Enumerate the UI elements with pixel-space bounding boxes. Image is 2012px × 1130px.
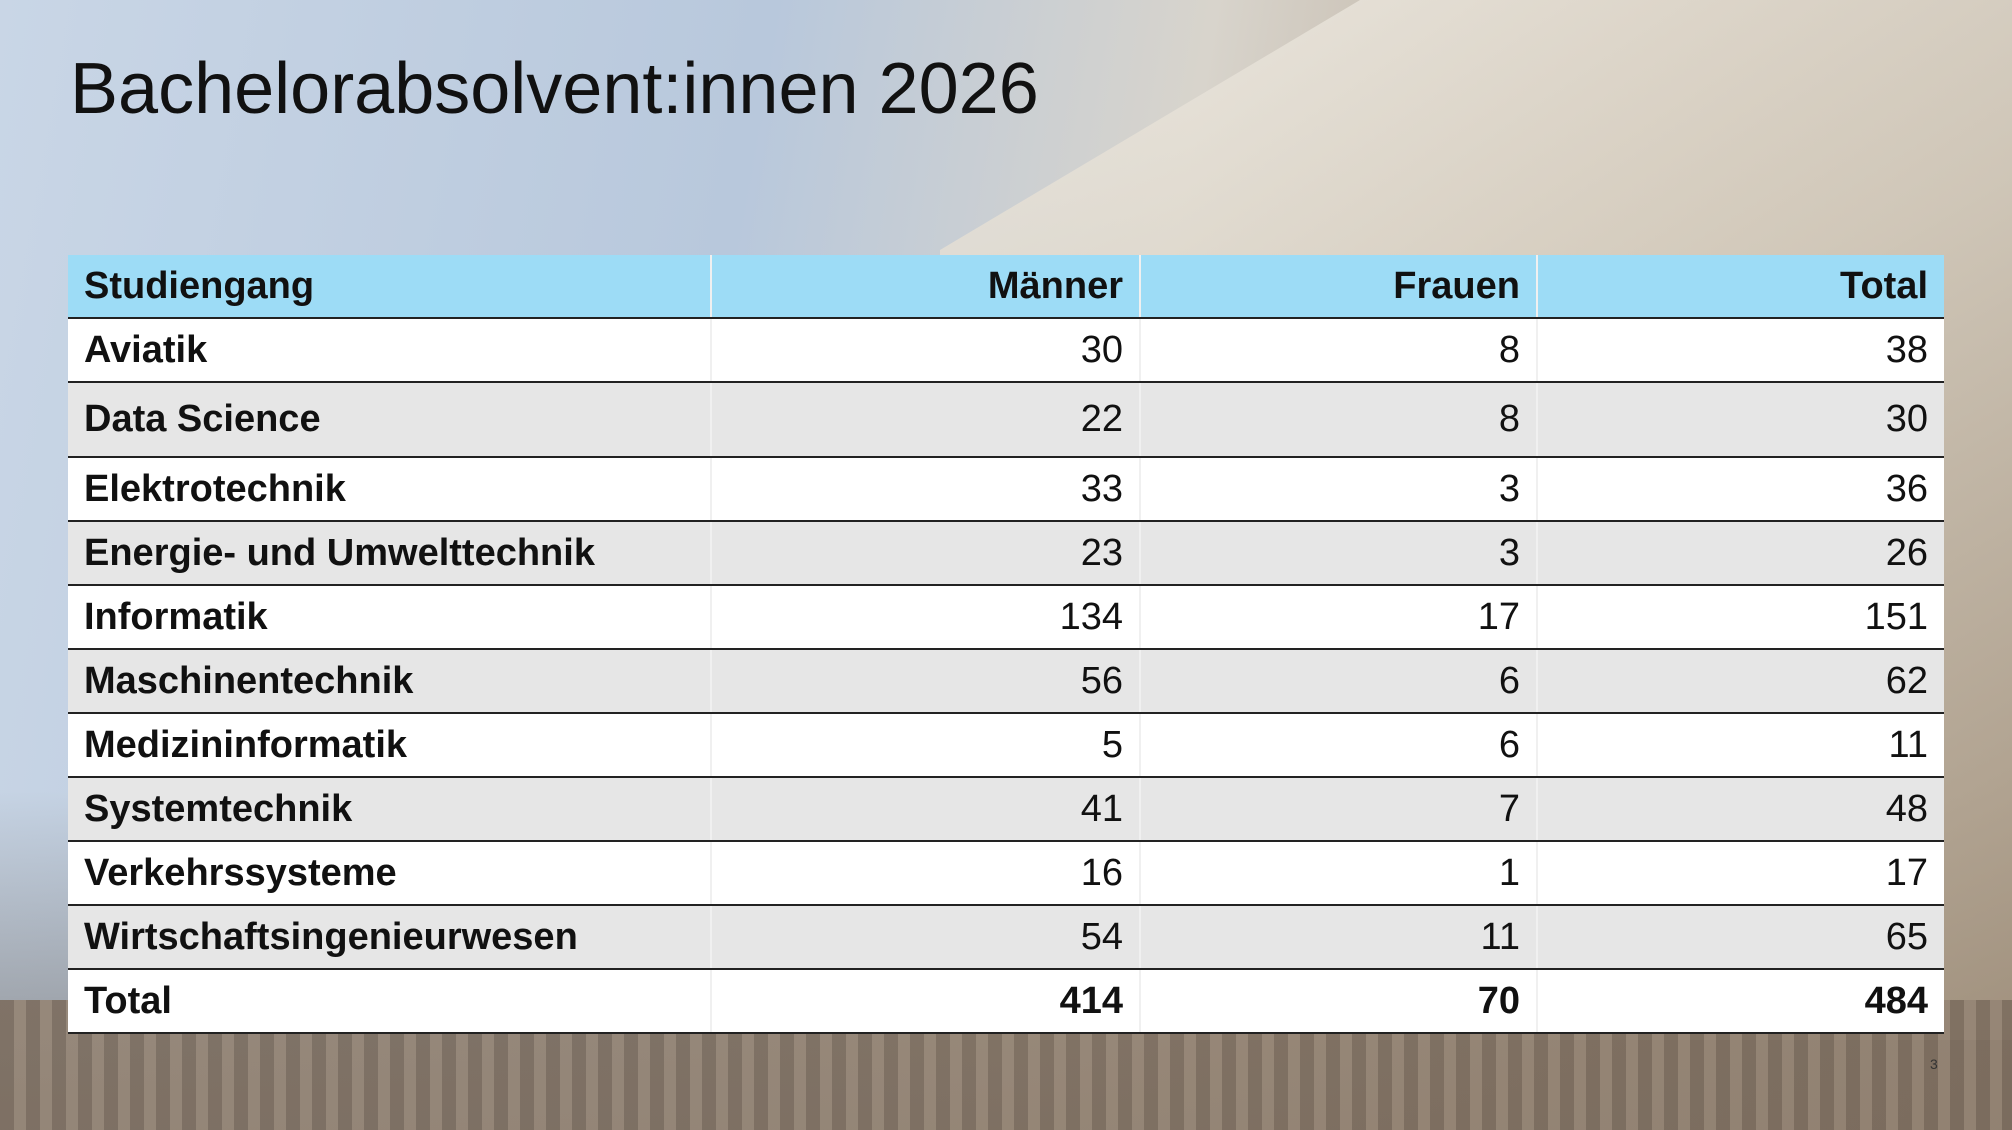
- program-cell: Elektrotechnik: [68, 457, 711, 522]
- table-row: Wirtschaftsingenieurwesen 54 11 65: [68, 905, 1944, 970]
- number-cell: 11: [1536, 713, 1944, 778]
- number-cell: 3: [1139, 457, 1537, 522]
- table-body: Aviatik 30 8 38 Data Science 22 8 30 Elektrotech…: [68, 318, 1944, 1034]
- column-header: Total: [1536, 255, 1944, 319]
- program-cell: Data Science: [68, 382, 711, 458]
- number-cell: 33: [710, 457, 1140, 522]
- header-row: Studiengang Männer Frauen Total: [68, 255, 1944, 319]
- number-cell: 8: [1139, 318, 1537, 383]
- number-cell: 8: [1139, 382, 1537, 458]
- number-cell: 62: [1536, 649, 1944, 714]
- program-cell: Energie- und Umwelttechnik: [68, 521, 711, 586]
- number-cell: 48: [1536, 777, 1944, 842]
- number-cell: 134: [710, 585, 1140, 650]
- number-cell: 17: [1536, 841, 1944, 906]
- number-cell: 26: [1536, 521, 1944, 586]
- table-row: Systemtechnik 41 7 48: [68, 777, 1944, 842]
- total-row: Total 414 70 484: [68, 969, 1944, 1034]
- number-cell: 22: [710, 382, 1140, 458]
- table-row: Aviatik 30 8 38: [68, 318, 1944, 383]
- table-row: Maschinentechnik 56 6 62: [68, 649, 1944, 714]
- slide-title: Bachelorabsolvent:innen 2026: [70, 49, 1039, 129]
- column-header: Männer: [710, 255, 1140, 319]
- table-row: Medizininformatik 5 6 11: [68, 713, 1944, 778]
- program-cell: Informatik: [68, 585, 711, 650]
- program-cell: Aviatik: [68, 318, 711, 383]
- program-cell: Maschinentechnik: [68, 649, 711, 714]
- table-row: Energie- und Umwelttechnik 23 3 26: [68, 521, 1944, 586]
- column-header: Frauen: [1139, 255, 1537, 319]
- program-cell: Medizininformatik: [68, 713, 711, 778]
- data-table: Studiengang Männer Frauen Total Aviatik 30 8 3…: [68, 255, 1944, 1034]
- program-cell: Wirtschaftsingenieurwesen: [68, 905, 711, 970]
- number-cell: 30: [1536, 382, 1944, 458]
- page-number: 3: [1930, 1056, 1938, 1072]
- table-row: Informatik 134 17 151: [68, 585, 1944, 650]
- total-cell: 70: [1139, 969, 1537, 1034]
- table-row: Elektrotechnik 33 3 36: [68, 457, 1944, 522]
- number-cell: 16: [710, 841, 1140, 906]
- table-row: Data Science 22 8 30: [68, 382, 1944, 458]
- number-cell: 6: [1139, 649, 1537, 714]
- program-cell: Verkehrssysteme: [68, 841, 711, 906]
- total-label: Total: [68, 969, 711, 1034]
- number-cell: 38: [1536, 318, 1944, 383]
- number-cell: 5: [710, 713, 1140, 778]
- total-cell: 414: [710, 969, 1140, 1034]
- column-header: Studiengang: [68, 255, 711, 319]
- total-cell: 484: [1536, 969, 1944, 1034]
- program-cell: Systemtechnik: [68, 777, 711, 842]
- table-row: Verkehrssysteme 16 1 17: [68, 841, 1944, 906]
- number-cell: 6: [1139, 713, 1537, 778]
- number-cell: 41: [710, 777, 1140, 842]
- number-cell: 11: [1139, 905, 1537, 970]
- number-cell: 151: [1536, 585, 1944, 650]
- number-cell: 56: [710, 649, 1140, 714]
- number-cell: 65: [1536, 905, 1944, 970]
- number-cell: 30: [710, 318, 1140, 383]
- number-cell: 36: [1536, 457, 1944, 522]
- number-cell: 17: [1139, 585, 1537, 650]
- number-cell: 7: [1139, 777, 1537, 842]
- number-cell: 54: [710, 905, 1140, 970]
- number-cell: 23: [710, 521, 1140, 586]
- number-cell: 3: [1139, 521, 1537, 586]
- number-cell: 1: [1139, 841, 1537, 906]
